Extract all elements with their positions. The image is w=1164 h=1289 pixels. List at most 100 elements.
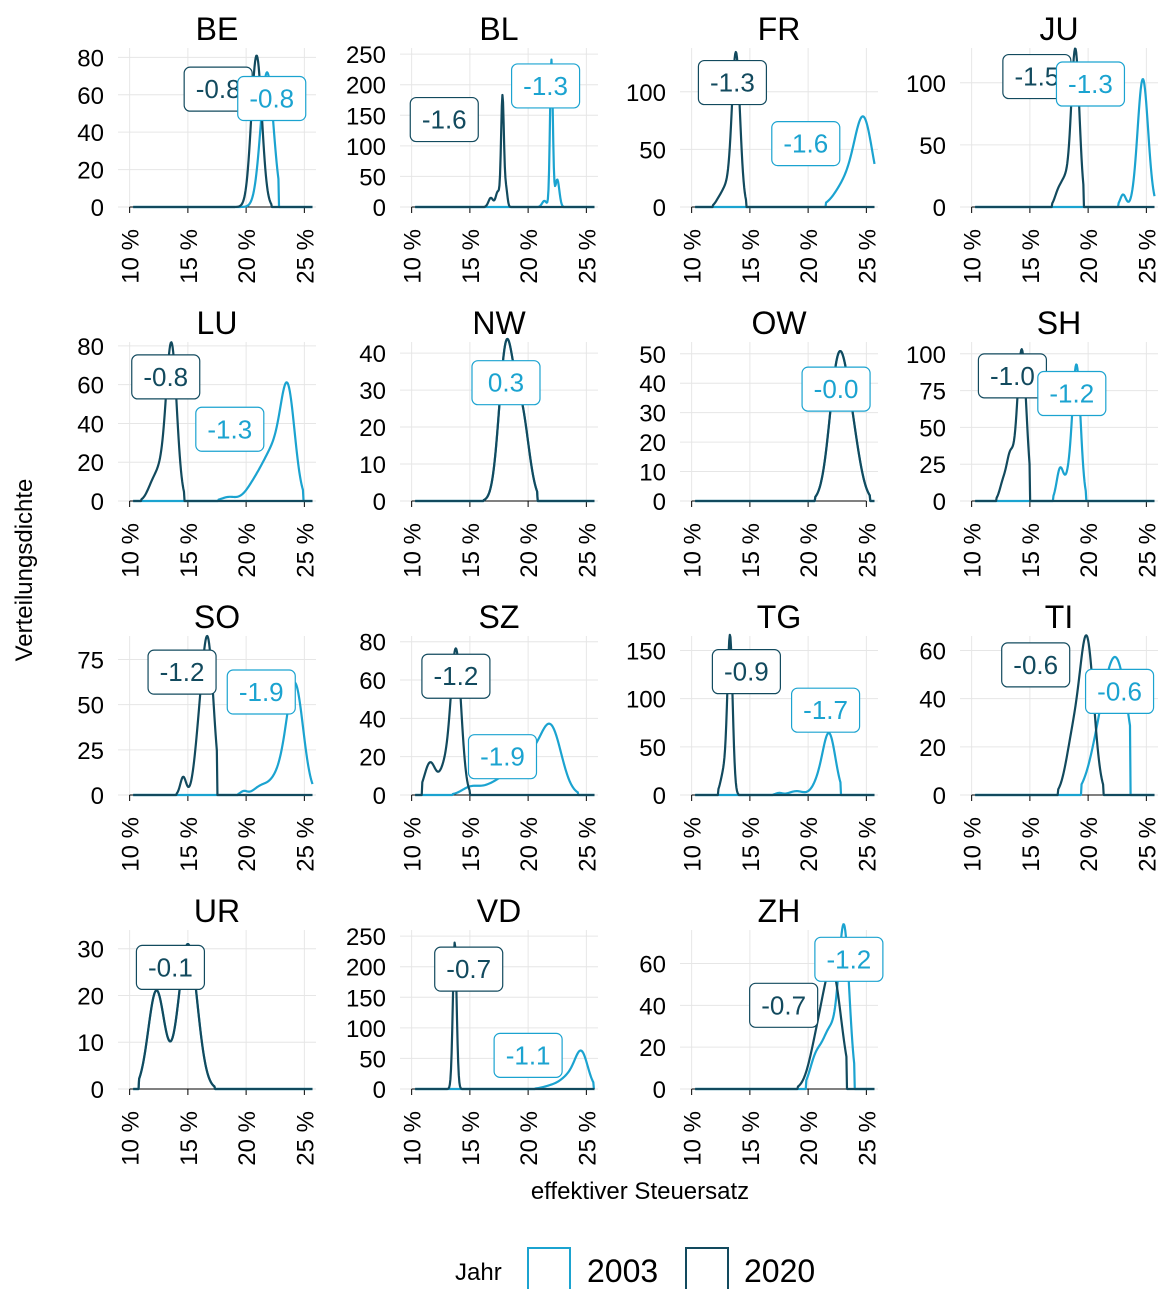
y-tick-label: 60 [919,638,946,665]
density-line-2020 [132,942,314,1091]
panel-fr: FR 0 50 100 10 % 15 % 20 % 25 % -1.3 -1.6 [626,11,881,284]
change-label-2003: -1.1 [493,1032,563,1078]
x-tick-label: 25 % [854,817,881,872]
x-tick-label: 25 % [574,1111,601,1166]
panel-title: OW [751,305,807,341]
change-label-box [801,366,871,412]
change-label-box [1037,370,1107,417]
change-label-text: -1.9 [480,742,525,772]
y-tick-label: 200 [346,955,386,982]
change-label-2020: -0.8 [131,354,201,400]
change-label-2003: -1.3 [510,63,581,109]
x-tick-label: 25 % [1134,817,1161,872]
panel-ti: TI 0 20 40 60 10 % 15 % 20 % 25 % -0.6 -0.6 [919,599,1161,872]
change-label-box [226,669,296,715]
change-label-text: -0.8 [249,84,294,114]
x-tick-label: 20 % [796,523,823,578]
change-label-2020: -0.7 [434,946,504,992]
y-tick-label: 50 [919,133,946,160]
x-tick-label: 15 % [176,523,203,578]
x-tick-label: 15 % [1018,817,1045,872]
x-tick-label: 20 % [234,1111,261,1166]
legend-key-2020 [685,1247,729,1289]
x-tick-label: 15 % [458,817,485,872]
panels-container: BE 0 20 40 60 80 10 % 15 % 20 % 25 % -0.8 -0.8 BL 0 50… [77,11,1161,1166]
change-label-box [814,936,884,982]
x-tick-label: 10 % [680,523,707,578]
y-tick-label: 20 [77,983,104,1010]
y-tick-label: 250 [346,42,386,69]
change-label-text: -0.7 [446,954,491,984]
y-tick-label: 0 [933,783,946,810]
change-label-text: -1.5 [1014,62,1059,92]
x-tick-label: 15 % [1018,229,1045,284]
x-tick-label: 15 % [738,1111,765,1166]
x-tick-label: 20 % [1076,523,1103,578]
change-label-text: -1.3 [207,414,252,444]
panel-title: LU [197,305,238,341]
x-tick-label: 10 % [118,1111,145,1166]
change-label-2020: -1.0 [977,353,1048,399]
panel-sh: SH 0 25 50 75 100 10 % 15 % 20 % 25 % -1.0 -1.2 [906,305,1161,578]
panel-zh: ZH 0 20 40 60 10 % 15 % 20 % 25 % -0.7 -1.2 [639,893,884,1166]
change-label-text: -1.3 [1068,69,1113,99]
panel-title: VD [477,893,521,929]
y-tick-label: 60 [359,668,386,695]
y-tick-label: 100 [906,342,946,369]
change-label-2003: -0.0 [801,366,871,412]
change-label-box [697,59,768,106]
legend-label-2003: 2003 [587,1253,658,1289]
density-line-2003 [132,381,314,503]
change-label-text: -1.7 [803,695,848,725]
change-label-text: -1.6 [783,129,828,159]
change-label-box [711,649,781,695]
change-label-box [1001,642,1071,688]
y-tick-label: 100 [346,1016,386,1043]
x-tick-label: 10 % [680,817,707,872]
y-tick-label: 60 [77,83,104,110]
y-tick-label: 200 [346,73,386,100]
panel-title: BE [196,11,239,47]
legend-title: Jahr [455,1259,502,1286]
density-line-2003 [694,731,876,797]
y-tick-label: 150 [626,638,666,665]
y-tick-label: 40 [359,341,386,368]
y-tick-label: 0 [653,1077,666,1104]
panel-tg: TG 0 50 100 150 10 % 15 % 20 % 25 % -0.9 -1.7 [626,599,881,872]
change-label-text: -0.6 [1013,650,1058,680]
change-label-2003: -1.3 [1055,61,1126,107]
y-tick-label: 30 [359,378,386,405]
legend-label-2020: 2020 [744,1253,815,1289]
change-label-text: -1.3 [523,71,568,101]
legend: Jahr 2003 2020 [455,1247,815,1289]
y-tick-label: 0 [653,489,666,516]
x-tick-label: 15 % [176,1111,203,1166]
change-label-2020: -0.1 [135,944,206,991]
change-label-2020: -0.9 [711,649,781,695]
change-label-2003: -1.2 [814,936,884,982]
y-tick-label: 40 [919,687,946,714]
y-tick-label: 0 [933,489,946,516]
x-tick-label: 15 % [176,817,203,872]
y-tick-label: 40 [77,120,104,147]
y-tick-label: 0 [373,1077,386,1104]
x-tick-label: 25 % [292,229,319,284]
panel-title: NW [472,305,526,341]
panel-title: JU [1039,11,1078,47]
x-tick-label: 10 % [400,1111,427,1166]
x-tick-label: 25 % [854,229,881,284]
density-line-2020 [414,337,596,503]
change-label-text: -1.2 [826,944,871,974]
panel-ur: UR 0 10 20 30 10 % 15 % 20 % 25 % -0.1 [77,893,319,1166]
y-tick-label: 50 [359,164,386,191]
density-line-2020 [694,349,876,503]
y-tick-label: 250 [346,924,386,951]
y-tick-label: 40 [639,371,666,398]
x-tick-label: 20 % [234,229,261,284]
change-label-text: -1.1 [506,1040,551,1070]
density-line-2020 [694,50,876,209]
panel-title: TI [1045,599,1073,635]
change-label-text: -1.3 [710,68,755,98]
change-label-text: -1.2 [433,661,478,691]
